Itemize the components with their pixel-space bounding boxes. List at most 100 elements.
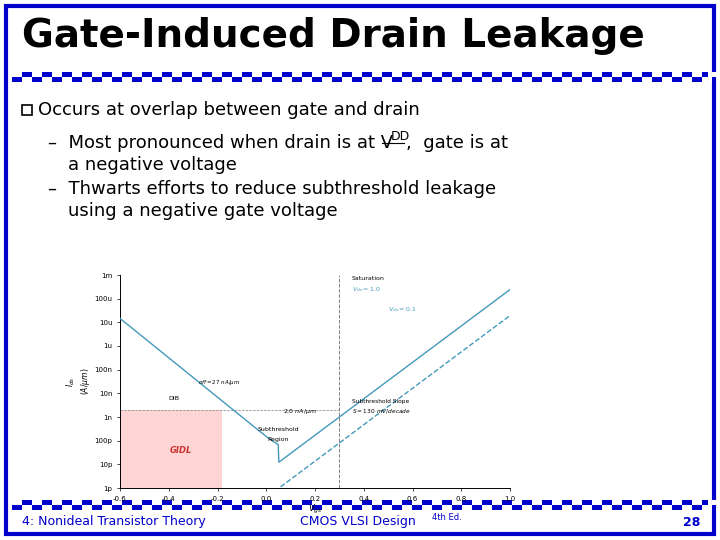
Bar <box>622 77 632 82</box>
Bar <box>432 72 442 77</box>
Bar <box>672 72 682 77</box>
Bar <box>402 77 412 82</box>
Bar <box>372 500 382 505</box>
Bar <box>12 72 708 82</box>
Bar <box>362 505 372 510</box>
Bar <box>282 77 292 82</box>
Bar <box>92 72 102 77</box>
Bar <box>352 500 362 505</box>
Bar <box>102 505 112 510</box>
Bar <box>292 500 302 505</box>
Text: Region: Region <box>268 437 289 442</box>
Text: a negative voltage: a negative voltage <box>68 156 237 174</box>
Bar <box>232 72 242 77</box>
Bar <box>132 72 142 77</box>
Bar <box>642 505 652 510</box>
Text: 28: 28 <box>683 516 700 529</box>
Bar <box>162 505 172 510</box>
Bar <box>342 77 352 82</box>
Text: using a negative gate voltage: using a negative gate voltage <box>68 202 338 220</box>
Bar <box>542 77 552 82</box>
Bar <box>562 505 572 510</box>
Bar <box>152 500 162 505</box>
Bar <box>42 77 52 82</box>
Bar <box>462 505 472 510</box>
Bar <box>572 72 582 77</box>
Bar <box>202 77 212 82</box>
Text: Subthreshold: Subthreshold <box>258 427 300 432</box>
Bar <box>142 505 152 510</box>
Bar <box>12 500 22 505</box>
Bar <box>142 77 152 82</box>
Bar <box>112 72 122 77</box>
Bar <box>512 500 522 505</box>
Bar <box>202 505 212 510</box>
Bar <box>572 500 582 505</box>
Bar <box>612 500 622 505</box>
Bar <box>32 72 42 77</box>
Bar <box>622 505 632 510</box>
Bar <box>222 77 232 82</box>
Bar <box>262 77 272 82</box>
Bar <box>192 72 202 77</box>
Bar <box>302 505 312 510</box>
Bar <box>322 505 332 510</box>
Bar <box>532 72 542 77</box>
Text: Saturation: Saturation <box>351 276 384 281</box>
Text: Gate-Induced Drain Leakage: Gate-Induced Drain Leakage <box>22 17 644 55</box>
Bar <box>192 500 202 505</box>
Bar <box>52 72 62 77</box>
Bar <box>692 500 702 505</box>
Bar <box>172 72 182 77</box>
Bar <box>22 77 32 82</box>
Text: CMOS VLSI Design: CMOS VLSI Design <box>300 516 420 529</box>
Bar <box>422 505 432 510</box>
Text: DIB: DIB <box>168 396 180 401</box>
Bar <box>152 72 162 77</box>
Bar <box>132 500 142 505</box>
Bar <box>432 500 442 505</box>
Bar <box>102 77 112 82</box>
Bar <box>702 505 712 510</box>
Bar <box>282 505 292 510</box>
Bar <box>172 500 182 505</box>
Bar <box>62 77 72 82</box>
Bar <box>182 505 192 510</box>
Bar <box>692 72 702 77</box>
Bar <box>272 500 282 505</box>
Bar <box>12 72 22 77</box>
Bar <box>632 500 642 505</box>
Bar <box>162 77 172 82</box>
Bar <box>482 77 492 82</box>
Bar <box>712 500 720 505</box>
Bar <box>502 77 512 82</box>
Bar <box>272 72 282 77</box>
Bar <box>112 500 122 505</box>
Bar <box>312 500 322 505</box>
Bar <box>212 500 222 505</box>
Text: $S=130\ mV/decade$: $S=130\ mV/decade$ <box>351 407 410 415</box>
Bar <box>212 72 222 77</box>
Bar <box>312 72 322 77</box>
Bar <box>252 72 262 77</box>
Bar <box>682 77 692 82</box>
Bar <box>562 77 572 82</box>
Bar <box>120 410 222 488</box>
Bar <box>42 505 52 510</box>
Text: 4th Ed.: 4th Ed. <box>432 514 462 523</box>
Text: 4: Nonideal Transistor Theory: 4: Nonideal Transistor Theory <box>22 516 206 529</box>
Bar <box>122 77 132 82</box>
Bar <box>442 77 452 82</box>
Text: DD: DD <box>391 130 410 143</box>
Bar <box>672 500 682 505</box>
Bar <box>242 77 252 82</box>
Text: $V_{ds}=0.1$: $V_{ds}=0.1$ <box>388 305 417 314</box>
Bar <box>682 505 692 510</box>
Bar <box>372 72 382 77</box>
Bar <box>402 505 412 510</box>
Bar <box>262 505 272 510</box>
Bar <box>72 72 82 77</box>
Bar <box>292 72 302 77</box>
Bar <box>512 72 522 77</box>
Bar <box>222 505 232 510</box>
